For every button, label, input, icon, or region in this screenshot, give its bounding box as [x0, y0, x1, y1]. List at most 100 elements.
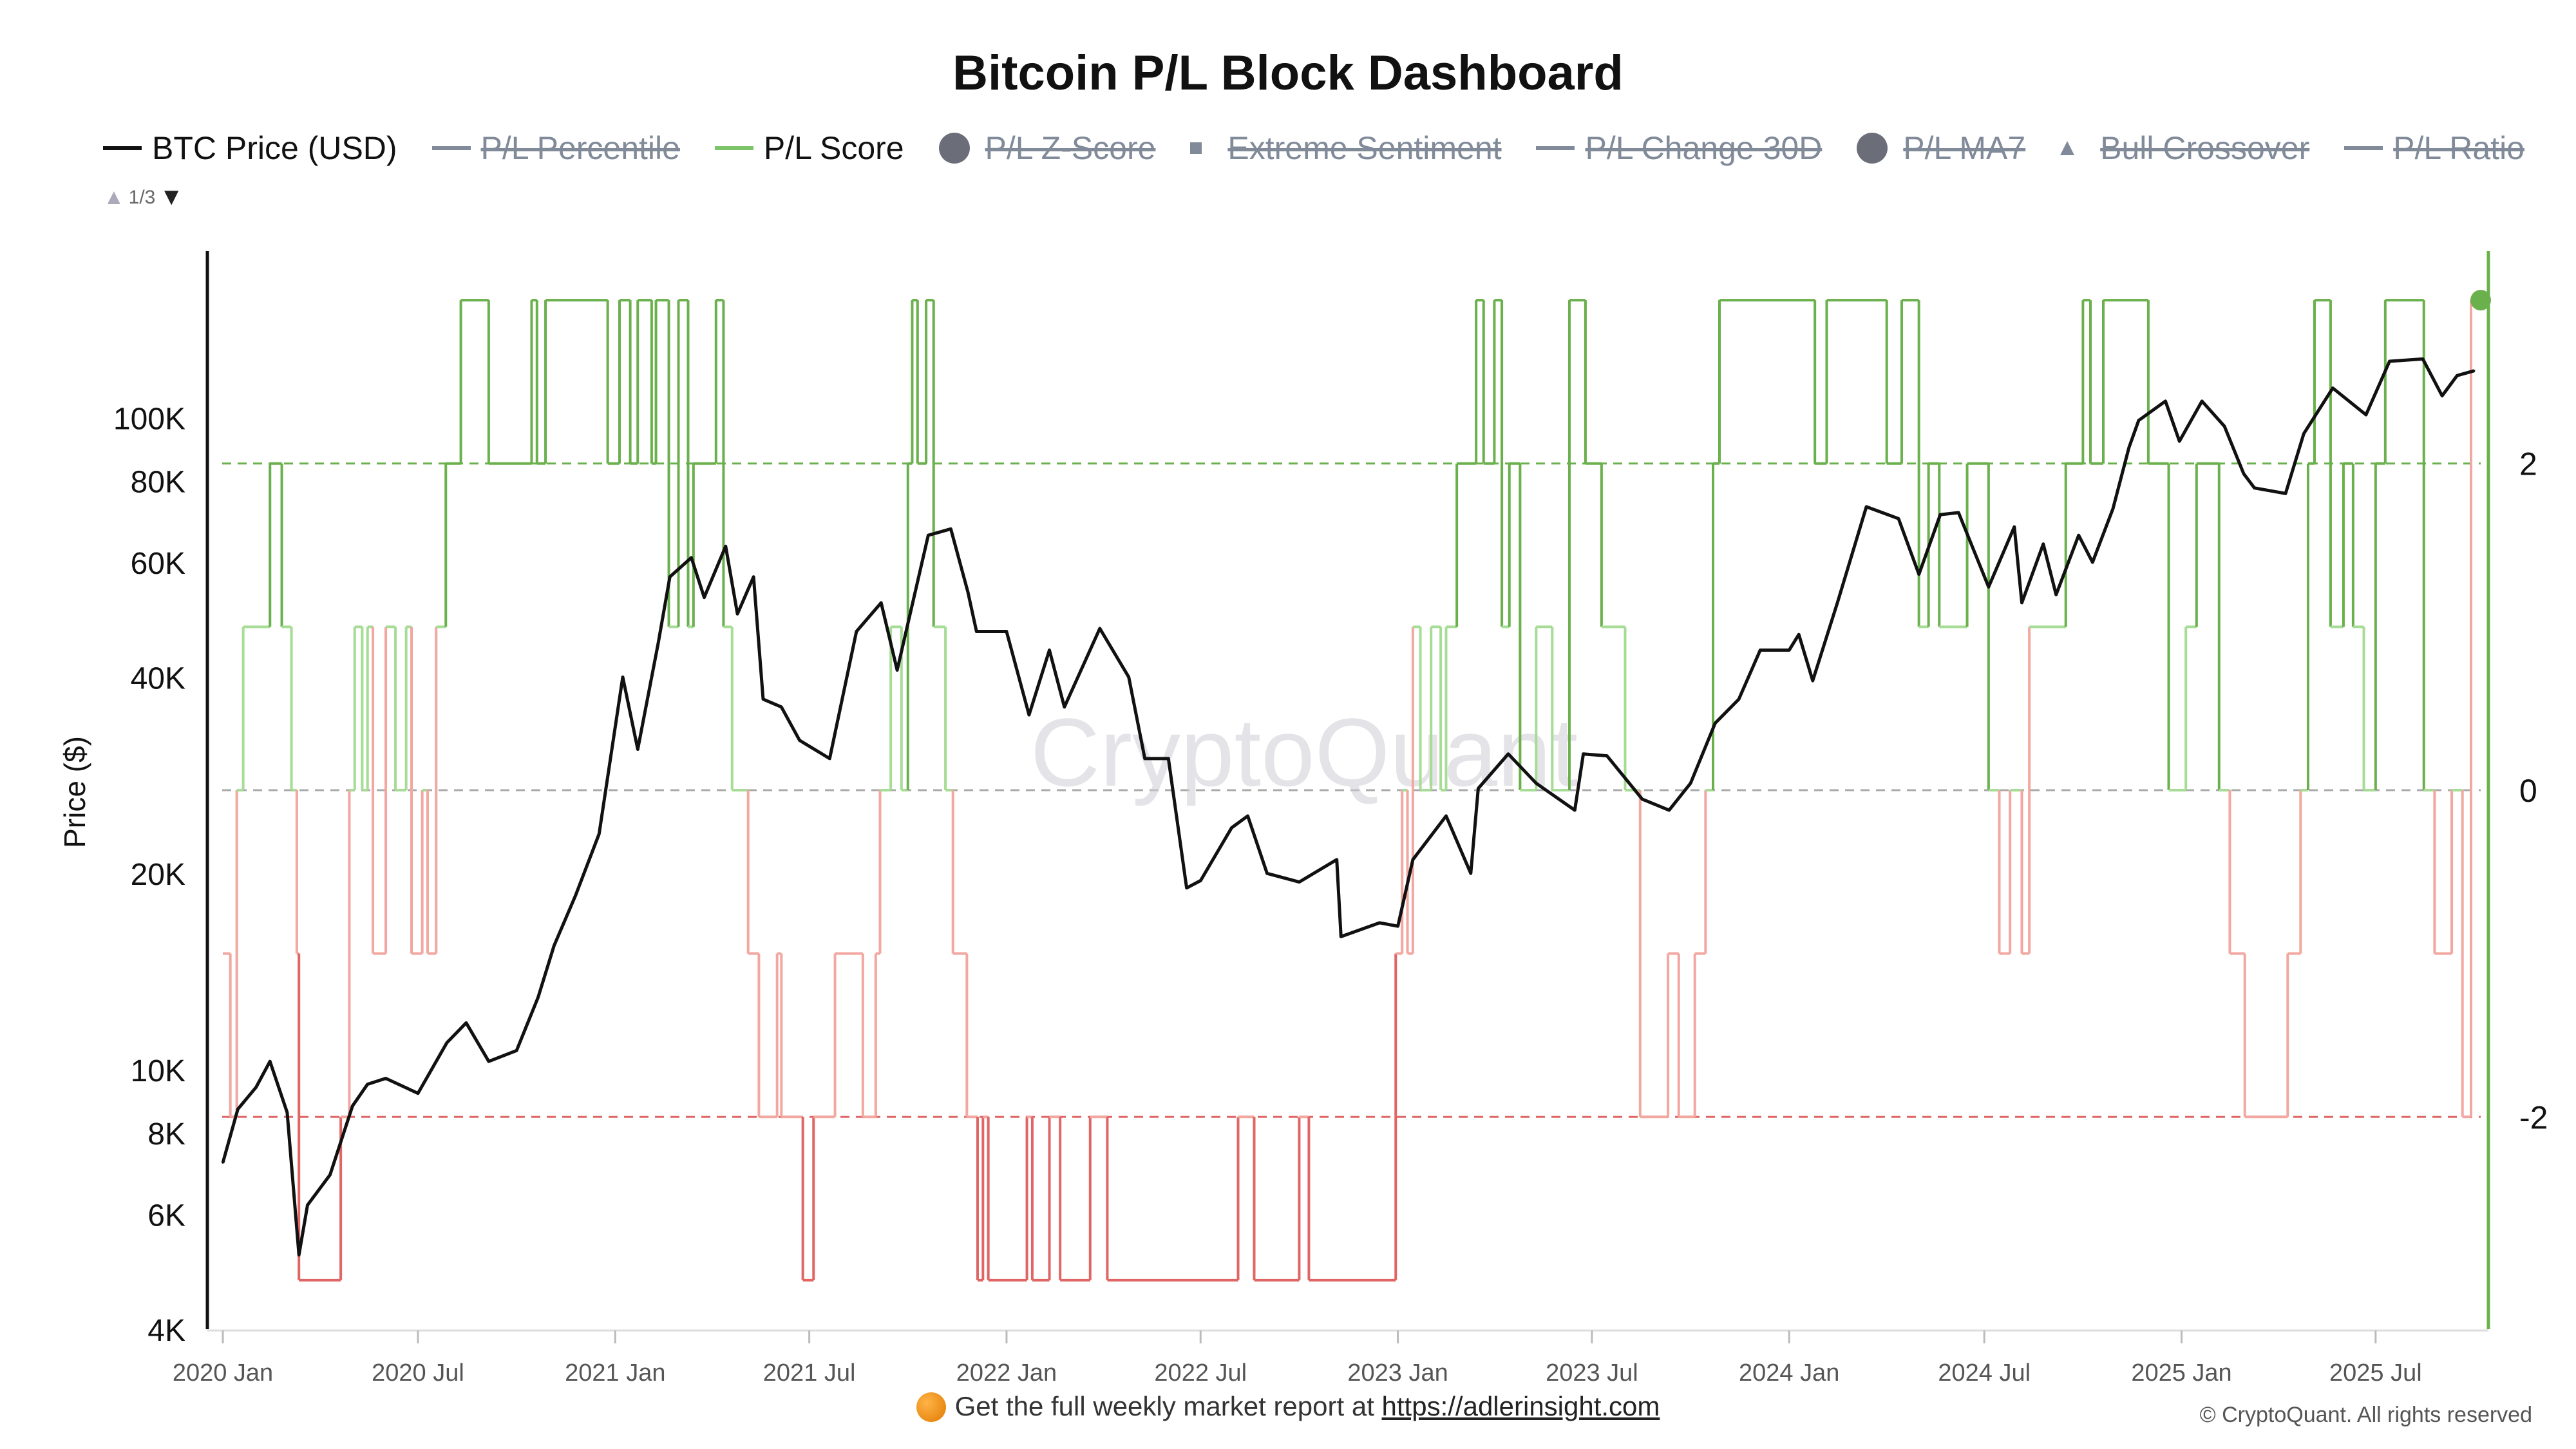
legend-line-icon — [2344, 146, 2383, 150]
copyright: © CryptoQuant. All rights reserved — [2199, 1403, 2532, 1427]
btc-price-point — [553, 944, 555, 947]
btc-price-point — [799, 739, 801, 742]
latest-score-marker — [2470, 290, 2491, 311]
y-axis-label: Price ($) — [58, 736, 91, 848]
btc-price-point — [2137, 419, 2140, 422]
btc-price-point — [2284, 492, 2287, 495]
btc-price-series — [221, 357, 2476, 1257]
btc-price-point — [2091, 561, 2094, 564]
btc-price-point — [1265, 872, 1268, 875]
btc-price-line — [221, 357, 2475, 1257]
btc-price-point — [1641, 798, 1643, 800]
btc-price-point — [1298, 881, 1300, 884]
legend-pager: ▲ 1/3 ▼ — [103, 184, 184, 211]
legend-item[interactable]: P/L Percentile — [431, 129, 680, 167]
btc-price-point — [1048, 649, 1051, 652]
legend-line-icon — [714, 146, 753, 150]
y-left-tick-label: 4K — [147, 1314, 185, 1348]
pager-up-icon[interactable]: ▲ — [103, 185, 125, 209]
btc-price-point — [2164, 400, 2167, 402]
btc-price-point — [1987, 585, 1990, 588]
btc-price-point — [780, 706, 782, 708]
legend-item[interactable]: BTC Price (USD) — [103, 129, 397, 167]
legend-label: Extreme Sentiment — [1227, 130, 1502, 166]
btc-price-point — [1340, 935, 1342, 938]
pager-down-icon[interactable]: ▼ — [159, 184, 184, 211]
btc-price-point — [967, 591, 969, 593]
btc-price-point — [752, 576, 755, 578]
btc-price-point — [1470, 872, 1472, 875]
orange-coin-icon — [916, 1392, 946, 1422]
btc-price-point — [2013, 526, 2016, 528]
pager-text: 1/3 — [128, 186, 156, 208]
btc-price-point — [1247, 815, 1249, 817]
btc-price-point — [2441, 395, 2443, 397]
btc-price-point — [1412, 858, 1414, 861]
legend-label: BTC Price (USD) — [152, 130, 397, 166]
btc-price-point — [2421, 357, 2424, 360]
btc-price-point — [1668, 809, 1671, 811]
btc-price-point — [1397, 925, 1399, 927]
btc-price-point — [2365, 413, 2367, 416]
btc-price-point — [1605, 755, 1608, 757]
btc-price-point — [574, 895, 577, 897]
legend-line-icon — [1536, 146, 1575, 150]
x-tick-label: 2024 Jul — [1938, 1359, 2031, 1387]
legend-item[interactable]: P/L MA7 — [1857, 129, 2025, 167]
btc-price-point — [236, 1108, 239, 1110]
btc-price-point — [1797, 633, 1800, 636]
legend-item[interactable]: Extreme Sentiment — [1190, 129, 1502, 167]
legend-label: P/L Change 30D — [1585, 130, 1823, 166]
legend-label: P/L Z-Score — [985, 130, 1156, 166]
btc-price-point — [621, 676, 624, 678]
btc-price-point — [880, 601, 882, 604]
y-axis-left-ticks: 4K 6K 8K 10K 20K 40K 60K 80K 100K — [113, 402, 185, 1348]
btc-price-point — [657, 643, 659, 645]
legend-item[interactable]: P/L Z-Score — [938, 129, 1156, 167]
legend-item[interactable]: Bull Crossover — [2060, 129, 2309, 167]
x-tick-label: 2020 Jul — [372, 1359, 464, 1387]
y-left-tick-label: 100K — [113, 402, 185, 436]
btc-price-point — [949, 527, 952, 530]
x-tick-label: 2025 Jul — [2329, 1359, 2422, 1387]
pl-score-series — [223, 290, 2491, 1282]
y-left-tick-label: 80K — [131, 466, 185, 500]
btc-price-point — [1582, 753, 1585, 755]
btc-price-point — [488, 1060, 490, 1063]
y-right-tick-label: -2 — [2519, 1099, 2548, 1135]
btc-price-point — [1099, 627, 1101, 630]
btc-price-point — [2020, 601, 2023, 604]
btc-price-point — [2223, 425, 2226, 428]
btc-price-point — [366, 1083, 369, 1086]
legend-item[interactable]: P/L Score — [714, 129, 904, 167]
btc-price-point — [927, 534, 929, 536]
btc-price-point — [1167, 757, 1170, 760]
btc-price-point — [1865, 506, 1868, 508]
btc-price-point — [269, 1060, 271, 1063]
btc-price-point — [1128, 676, 1130, 678]
btc-price-point — [2388, 360, 2391, 363]
btc-price-point — [2078, 534, 2080, 536]
footer-link[interactable]: https://adlerinsight.com — [1381, 1391, 1660, 1421]
btc-price-point — [975, 630, 978, 633]
legend-dot-icon — [938, 133, 970, 164]
watermark: CryptoQuant — [1030, 698, 1578, 806]
btc-price-point — [724, 545, 727, 547]
btc-price-point — [1897, 517, 1900, 520]
x-tick-label: 2020 Jan — [173, 1359, 273, 1387]
btc-price-point — [298, 1254, 300, 1256]
reference-lines — [222, 462, 2481, 1118]
btc-price-point — [515, 1049, 518, 1052]
btc-price-point — [307, 1204, 309, 1206]
btc-price-point — [328, 1173, 331, 1176]
btc-price-point — [1199, 879, 1202, 882]
btc-price-point — [1918, 573, 1920, 576]
x-tick-label: 2023 Jan — [1347, 1359, 1448, 1387]
legend-item[interactable]: P/L Ratio — [2344, 129, 2524, 167]
btc-price-point — [2055, 594, 2058, 596]
legend-item[interactable]: P/L Change 30D — [1536, 129, 1822, 167]
btc-price-point — [1336, 858, 1338, 861]
y-left-tick-label: 40K — [131, 661, 185, 696]
btc-price-point — [2242, 473, 2245, 475]
